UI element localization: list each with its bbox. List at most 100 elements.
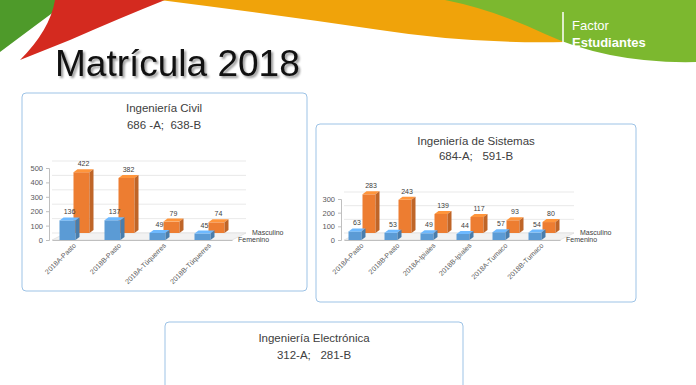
bar-series bbox=[60, 217, 215, 240]
bar bbox=[195, 234, 211, 240]
y-tick-label: 0 bbox=[39, 236, 43, 245]
x-tick-label: 2018A-Tumaco bbox=[470, 242, 509, 281]
x-axis-line bbox=[345, 240, 561, 241]
data-labels: 2832431391179380635349445754 bbox=[353, 182, 555, 229]
legend-label: Masculino bbox=[580, 229, 612, 236]
y-tick-mark bbox=[46, 197, 49, 198]
x-tick-label: 2018B-Pasto bbox=[367, 242, 401, 276]
bar-side bbox=[166, 230, 170, 240]
y-tick-mark bbox=[46, 168, 49, 169]
x-tick-label: 2018A-Pasto bbox=[331, 242, 365, 276]
bar-side bbox=[520, 217, 524, 233]
bar-side bbox=[362, 228, 366, 240]
y-tick-mark bbox=[338, 226, 341, 227]
data-label: 49 bbox=[156, 221, 164, 228]
y-tick: 200 bbox=[30, 207, 49, 216]
data-label: 74 bbox=[215, 210, 223, 217]
x-tick: 2018B-Tumaco bbox=[506, 240, 545, 280]
y-tick: 0 bbox=[39, 236, 49, 245]
legend: FemeninoMasculino bbox=[566, 229, 612, 243]
y-tick: 500 bbox=[30, 164, 49, 173]
y-tick: 300 bbox=[322, 195, 341, 204]
bar bbox=[421, 233, 434, 240]
y-axis: 0100200300 bbox=[322, 195, 341, 245]
data-label: 137 bbox=[109, 208, 121, 215]
bar-side bbox=[448, 211, 452, 233]
x-tick: 2018A-Pasto bbox=[331, 240, 365, 275]
floor bbox=[52, 233, 246, 240]
y-tick-mark bbox=[46, 211, 49, 212]
y-tick-mark bbox=[46, 182, 49, 183]
x-tick-label: 2018B-Ipiales bbox=[437, 241, 473, 277]
data-labels: 42238279741361374945 bbox=[64, 160, 223, 228]
bar-side bbox=[398, 230, 402, 240]
panel-frame bbox=[22, 93, 307, 291]
logo-text: Factor bbox=[572, 18, 610, 33]
y-tick: 200 bbox=[322, 209, 341, 218]
data-label: 243 bbox=[401, 188, 413, 195]
y-tick-mark bbox=[338, 240, 341, 241]
floor bbox=[344, 233, 574, 240]
page: FactorEstudiantesMatrícula 2018Ingenierí… bbox=[0, 0, 696, 385]
chart-subtitle: 312-A; 281-B bbox=[277, 349, 351, 361]
y-tick-mark bbox=[46, 240, 49, 241]
chart-panel: Ingeniería de Sistemas684-A; 591-B010020… bbox=[316, 124, 636, 302]
data-label: 382 bbox=[123, 166, 135, 173]
chart-panel: Ingeniería Civil686 -A; 638-B01002003004… bbox=[22, 93, 307, 291]
y-tick-label: 500 bbox=[30, 164, 43, 173]
y-tick-label: 400 bbox=[30, 178, 43, 187]
bar-side bbox=[506, 229, 510, 240]
y-tick-label: 100 bbox=[322, 222, 335, 231]
bar bbox=[105, 220, 121, 240]
y-tick: 300 bbox=[30, 193, 49, 202]
bar bbox=[493, 232, 506, 240]
x-tick: 2018A-Tumaco bbox=[470, 240, 509, 280]
chart-title: Ingeniería de Sistemas bbox=[417, 135, 535, 147]
logo-divider bbox=[562, 12, 564, 54]
x-tick: 2018B-Ipiales bbox=[437, 240, 473, 278]
data-label: 54 bbox=[533, 221, 541, 228]
data-label: 45 bbox=[201, 222, 209, 229]
y-tick-label: 300 bbox=[322, 195, 335, 204]
bar bbox=[60, 220, 76, 240]
legend-label: Masculino bbox=[252, 229, 284, 236]
data-label: 53 bbox=[389, 221, 397, 228]
y-tick-label: 100 bbox=[30, 222, 43, 231]
bar-side bbox=[412, 197, 416, 233]
y-axis-line bbox=[46, 169, 50, 241]
bar-side bbox=[484, 214, 488, 233]
bar-side bbox=[135, 175, 139, 233]
x-tick-label: 2018A-Ipiales bbox=[401, 241, 437, 277]
y-tick-mark bbox=[338, 213, 341, 214]
bar-side bbox=[76, 217, 80, 240]
x-tick: 2018A-Pasto bbox=[44, 240, 78, 275]
bar-side bbox=[180, 219, 184, 233]
bar-side bbox=[90, 169, 94, 233]
legend-label: Femenino bbox=[566, 236, 597, 243]
y-tick-mark bbox=[46, 226, 49, 227]
y-tick: 400 bbox=[30, 178, 49, 187]
deco-green-right bbox=[445, 0, 696, 62]
bar bbox=[150, 233, 166, 240]
y-axis: 0 100 200 300 400 500 bbox=[30, 164, 49, 245]
bar bbox=[399, 200, 412, 233]
data-label: 49 bbox=[425, 221, 433, 228]
legend: FemeninoMasculino bbox=[238, 229, 284, 243]
bar-side bbox=[211, 231, 215, 240]
data-label: 283 bbox=[365, 182, 377, 189]
bar bbox=[529, 233, 542, 240]
bars bbox=[349, 191, 560, 240]
bar bbox=[457, 234, 470, 240]
bar-series bbox=[363, 191, 560, 233]
y-tick-mark bbox=[338, 199, 341, 200]
bar-series bbox=[74, 169, 229, 233]
bar bbox=[385, 233, 398, 240]
bar-side bbox=[542, 230, 546, 240]
x-tick-label: 2018B-Túquerres bbox=[169, 241, 214, 286]
x-tick-label: 2018A-Pasto bbox=[44, 242, 78, 276]
bar-side bbox=[470, 231, 474, 240]
y-tick: 100 bbox=[322, 222, 341, 231]
x-tick-label: 2018B-Tumaco bbox=[506, 242, 545, 281]
data-label: 44 bbox=[461, 222, 469, 229]
data-label: 80 bbox=[547, 210, 555, 217]
